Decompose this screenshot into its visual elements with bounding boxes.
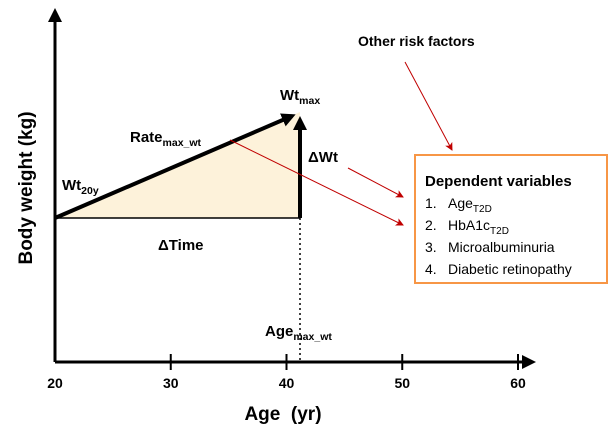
item-main: Microalbuminuria [448, 239, 555, 255]
item-main: Age [448, 195, 473, 211]
age-max: Agemax_wt [265, 323, 332, 343]
rate-main: Rate [130, 129, 163, 146]
x-tick-label: 40 [279, 375, 295, 391]
item-text: HbA1cT2D [448, 217, 509, 237]
item-number: 1. [425, 195, 437, 211]
item-sub: T2D [473, 204, 492, 215]
item-main: Diabetic retinopathy [448, 261, 572, 277]
wt-20y: Wt20y [62, 177, 99, 197]
delta-wt: ΔWt [308, 149, 338, 166]
x-tick-label: 20 [47, 375, 63, 391]
wt-max-main: Wt [280, 87, 299, 104]
x-tick-label: 60 [510, 375, 526, 391]
other-risk: Other risk factors [358, 33, 475, 49]
item-main: HbA1c [448, 217, 490, 233]
y-axis-label: Body weight (kg) [16, 111, 37, 264]
item-number: 2. [425, 217, 437, 233]
wt-20y-main: Wt [62, 177, 81, 194]
item-text: AgeT2D [448, 195, 492, 215]
wt-20y-sub: 20y [81, 185, 99, 197]
rate: Ratemax_wt [130, 129, 202, 149]
rate-link-arrow [229, 139, 404, 226]
item-text: Diabetic retinopathy [448, 261, 572, 277]
item-number: 4. [425, 261, 437, 277]
variables-box [414, 154, 608, 284]
age-max-main: Age [265, 323, 293, 340]
wt-arrow [347, 167, 404, 198]
rate-sub: max_wt [163, 137, 202, 149]
x-axis-label: Age (yr) [244, 404, 321, 425]
rate-arrow [54, 113, 296, 220]
item-number: 3. [425, 239, 437, 255]
age-max-sub: max_wt [293, 331, 332, 343]
risk-arrow [404, 61, 453, 151]
wt-max: Wtmax [280, 87, 320, 107]
item-sub: T2D [490, 226, 509, 237]
x-tick-label: 30 [163, 375, 179, 391]
delta-time: ΔTime [158, 237, 204, 254]
x-tick-label: 50 [394, 375, 410, 391]
item-text: Microalbuminuria [448, 239, 555, 255]
wt-max-sub: max [299, 95, 320, 107]
box-title: Dependent variables [425, 173, 572, 190]
